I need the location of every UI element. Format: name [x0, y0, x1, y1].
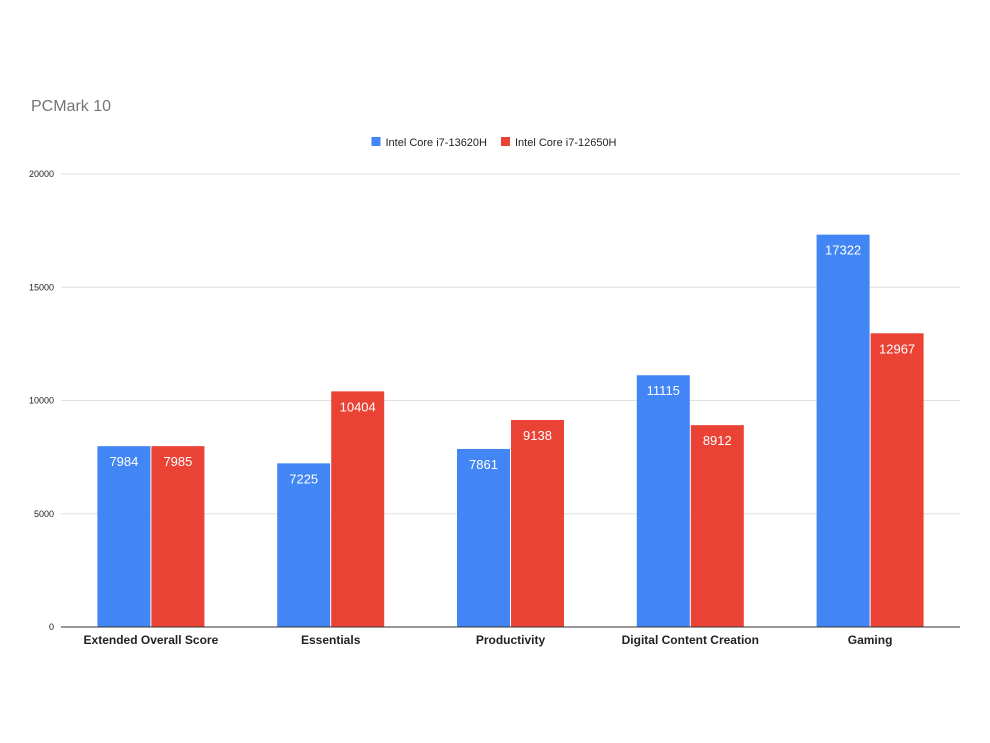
bar-i7-13620h — [457, 448, 510, 627]
x-tick-label: Digital Content Creation — [622, 633, 759, 647]
legend-label: Intel Core i7-12650H — [515, 137, 617, 149]
bar-i7-13620h — [816, 234, 870, 628]
y-axis: 0 5000 10000 15000 20000 — [29, 169, 54, 632]
legend: Intel Core i7-13620H Intel Core i7-12650H — [371, 137, 617, 149]
x-axis: Extended Overall Score Essentials Producti… — [61, 626, 960, 647]
y-tick-label: 15000 — [29, 282, 54, 292]
data-label: 17322 — [825, 243, 861, 258]
legend-swatch — [501, 137, 510, 146]
bar-i7-13620h — [277, 463, 331, 627]
bar-i7-12650h — [511, 420, 564, 627]
data-label: 10404 — [340, 399, 376, 414]
x-tick-label: Extended Overall Score — [84, 633, 219, 647]
bar-i7-12650h — [870, 333, 924, 627]
x-tick-label: Gaming — [848, 633, 893, 647]
data-label: 12967 — [879, 341, 915, 356]
data-label: 7985 — [163, 454, 192, 469]
y-tick-label: 5000 — [34, 509, 54, 519]
bars: 7984 7985 7225 10404 7861 9138 11115 8912 17322 1… — [97, 234, 924, 628]
chart-title: PCMark 10 — [31, 98, 111, 115]
bar-i7-12650h — [690, 425, 744, 627]
bar-i7-12650h — [151, 446, 205, 627]
bar-i7-12650h — [331, 391, 385, 627]
data-label: 7984 — [109, 454, 138, 469]
x-tick-label: Essentials — [301, 633, 361, 647]
data-label: 7225 — [289, 471, 318, 486]
data-label: 11115 — [647, 383, 680, 398]
data-label: 9138 — [523, 428, 552, 443]
y-tick-label: 0 — [49, 622, 54, 632]
legend-label: Intel Core i7-13620H — [385, 137, 487, 149]
x-tick-label: Productivity — [476, 633, 546, 647]
gridlines — [61, 173, 960, 515]
y-tick-label: 20000 — [29, 169, 54, 179]
y-tick-label: 10000 — [29, 396, 54, 406]
data-label: 7861 — [469, 457, 498, 472]
bar-i7-13620h — [97, 446, 151, 627]
data-label: 8912 — [703, 433, 732, 448]
legend-swatch — [371, 137, 381, 146]
bar-i7-13620h — [636, 375, 690, 627]
